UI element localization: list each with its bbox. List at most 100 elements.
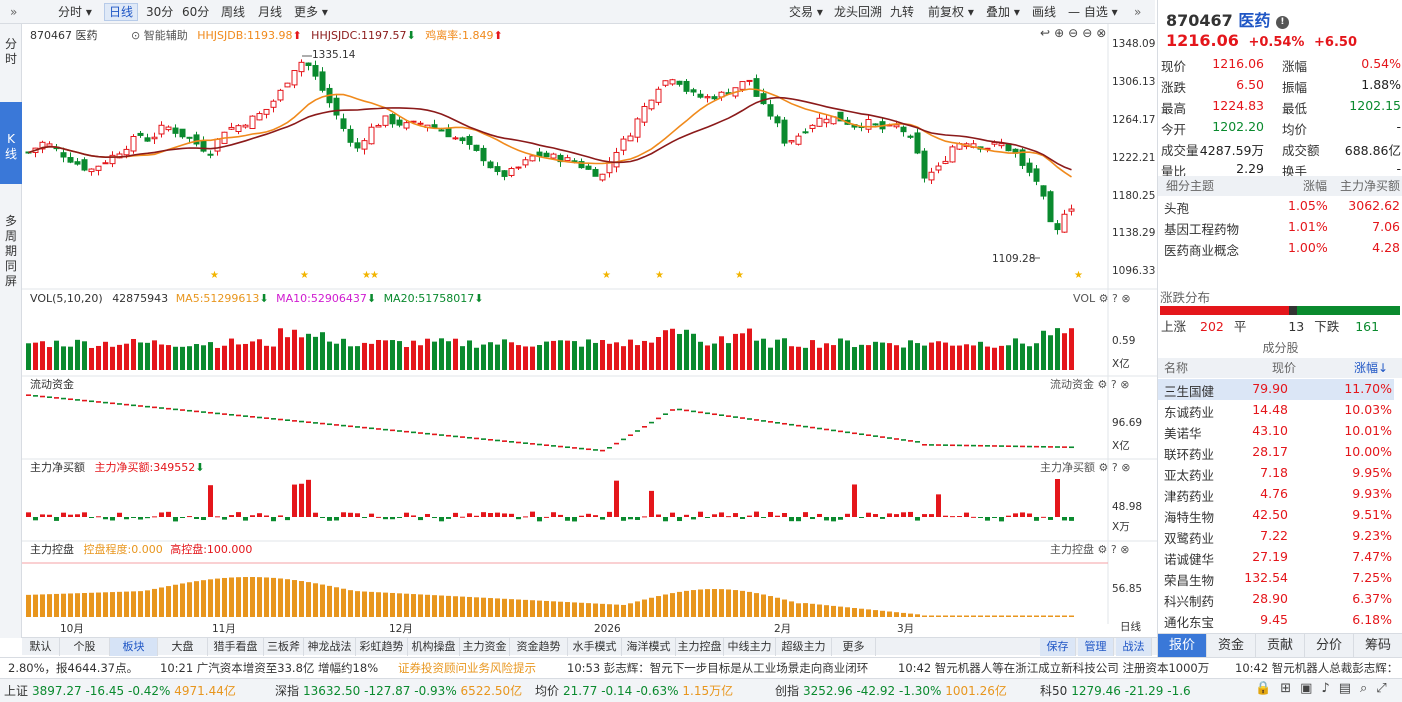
right-tab[interactable]: 分价 [1305,634,1354,657]
indicator-tab[interactable]: 海洋模式 [622,638,676,656]
news-item[interactable]: 10:42 智元机器人总裁彭志辉： [1235,661,1399,675]
flow-tools[interactable]: 流动资金 ⚙ ? ⊗ [1050,376,1129,392]
collapse-right-icon[interactable]: » [1134,5,1142,19]
close-icon[interactable]: ⊗ [1096,26,1111,40]
indicator-tab[interactable]: 三板斧 [264,638,304,656]
period-tab-60min[interactable]: 60分 [182,5,210,19]
lock-icon[interactable]: 🔒 [1255,681,1281,696]
help-icon[interactable]: ? [1110,543,1117,556]
news-item[interactable]: 10:42 智元机器人等在浙江成立新科技公司 注册资本1000万 [898,661,1210,675]
smart-assist-toggle[interactable]: ⊙ 智能辅助 [131,29,188,42]
news-item[interactable]: 2.80%，报4644.37点。 [8,661,139,675]
period-tab-30min[interactable]: 30分 [146,5,174,19]
tab-multi-period[interactable]: 多周期同屏 [0,212,22,292]
constituent-row[interactable]: 科兴制药 28.90 6.37% [1158,589,1394,610]
layout-icon[interactable]: ▣ [1300,681,1322,696]
gear-icon[interactable]: ⚙ [1098,461,1109,474]
indicator-tab[interactable]: 机构操盘 [408,638,460,656]
close-icon[interactable]: ⊗ [1121,292,1131,305]
quote-name[interactable]: 医药 [1238,11,1271,30]
close-icon[interactable]: ⊗ [1120,543,1130,556]
close-icon[interactable]: ⊗ [1120,378,1130,391]
close-icon[interactable]: ⊗ [1121,461,1131,474]
help-icon[interactable]: ? [1111,461,1118,474]
panel-action-button[interactable]: 保存 [1040,638,1076,656]
chart-icon[interactable]: ▤ [1338,681,1360,696]
expand-icon[interactable]: ⤢ [1376,681,1396,696]
dragon-backtrack-button[interactable]: 龙头回溯 [834,5,883,19]
constituent-row[interactable]: 联环药业 28.17 10.00% [1158,442,1394,463]
nine-turn-button[interactable]: 九转 [890,5,915,19]
cons-col-name[interactable]: 名称 [1164,361,1189,375]
grid-icon[interactable]: ⊞ [1280,681,1301,696]
indicator-tab[interactable]: 主力控盘 [676,638,724,656]
panel-action-button[interactable]: 管理 [1078,638,1114,656]
period-tab-fenshi[interactable]: 分时 ▾ [58,5,92,19]
index-item[interactable]: 均价 21.77 -0.14 -0.63% 1.15万亿 [535,679,733,702]
right-tab[interactable]: 贡献 [1256,634,1305,657]
search-icon[interactable]: ⌕ [1359,681,1377,696]
back-icon[interactable]: ↩ [1040,26,1055,40]
panel-action-button[interactable]: 战法 [1116,638,1152,656]
cons-col-price[interactable]: 现价 [1272,361,1297,375]
constituent-row[interactable]: 海特生物 42.50 9.51% [1158,505,1394,526]
period-tab-daily[interactable]: 日线 [104,3,139,21]
bell-icon[interactable]: ♪ [1321,681,1339,696]
constituent-row[interactable]: 荣昌生物 132.54 7.25% [1158,568,1394,589]
constituent-row[interactable]: 双鹭药业 7.22 9.23% [1158,526,1394,547]
indicator-tab[interactable]: 大盘 [158,638,208,656]
indicator-tab[interactable]: 水手模式 [568,638,622,656]
indicator-tab[interactable]: 彩虹趋势 [356,638,408,656]
minimize-icon[interactable]: ⊖ [1082,26,1097,40]
vol-tools[interactable]: VOL ⚙ ? ⊗ [1073,292,1131,305]
indicator-tab[interactable]: 猎手看盘 [208,638,264,656]
right-tab[interactable]: 筹码 [1354,634,1402,657]
kline-chart[interactable]: ★ ★ ★ ★ ★ ★ ★ ★ 1348.09 1306.13 1264.17 1222.21… [22,24,1157,637]
ctrl-tools[interactable]: 主力控盘 ⚙ ? ⊗ [1050,541,1129,557]
overlay-button[interactable]: 叠加 ▾ [986,5,1020,19]
gear-icon[interactable]: ⚙ [1098,292,1109,305]
watchlist-button[interactable]: — 自选 ▾ [1068,5,1118,19]
cons-col-pct[interactable]: 涨幅↓ [1354,358,1388,378]
index-item[interactable]: 科50 1279.46 -21.29 -1.6 [1040,679,1191,702]
net-tools[interactable]: 主力净买额 ⚙ ? ⊗ [1040,459,1130,475]
news-item[interactable]: 10:53 彭志辉：智元下一步目标是从工业场景走向商业闭环 [567,661,869,675]
tab-kline[interactable]: K线 [0,102,22,184]
constituent-row[interactable]: 津药药业 4.76 9.93% [1158,484,1394,505]
collapse-left-icon[interactable]: » [10,5,18,19]
news-item[interactable]: 证券投资顾问业务风险提示 [398,661,536,675]
help-icon[interactable]: ? [1110,378,1117,391]
info-icon[interactable]: ! [1275,16,1289,29]
chart-tools[interactable]: ↩⊕⊖⊖⊗ [1040,26,1110,40]
indicator-tab[interactable]: 板块 [110,638,158,656]
constituent-row[interactable]: 三生国健 79.90 11.70% [1158,379,1394,400]
news-item[interactable]: 10:21 广汽资本增资至33.8亿 增幅约18% [160,661,379,675]
constituent-row[interactable]: 诺诚健华 27.19 7.47% [1158,547,1394,568]
indicator-tab[interactable]: 主力资金 [460,638,510,656]
indicator-tab[interactable]: 个股 [60,638,110,656]
indicator-tab[interactable]: 默认 [22,638,60,656]
zoom-in-icon[interactable]: ⊕ [1054,26,1069,40]
trade-button[interactable]: 交易 ▾ [789,5,823,19]
gear-icon[interactable]: ⚙ [1097,543,1108,556]
indicator-tab[interactable]: 超级主力 [776,638,832,656]
indicator-tab[interactable]: 中线主力 [724,638,776,656]
indicator-tab[interactable]: 资金趋势 [510,638,568,656]
gear-icon[interactable]: ⚙ [1097,378,1108,391]
constituent-row[interactable]: 通化东宝 9.45 6.18% [1158,610,1394,631]
constituent-row[interactable]: 东诚药业 14.48 10.03% [1158,400,1394,421]
constituent-row[interactable]: 亚太药业 7.18 9.95% [1158,463,1394,484]
help-icon[interactable]: ? [1112,292,1118,305]
right-tab[interactable]: 报价 [1158,634,1207,657]
index-item[interactable]: 创指 3252.96 -42.92 -1.30% 1001.26亿 [775,679,1007,702]
indicator-tab[interactable]: 神龙战法 [304,638,356,656]
constituent-row[interactable]: 美诺华 43.10 10.01% [1158,421,1394,442]
indicator-tab[interactable]: 更多 [832,638,876,656]
period-tab-more[interactable]: 更多 ▾ [294,5,328,19]
right-tab[interactable]: 资金 [1207,634,1256,657]
index-item[interactable]: 上证 3897.27 -16.45 -0.42% 4971.44亿 [4,679,236,702]
draw-button[interactable]: 画线 [1032,5,1057,19]
zoom-out-icon[interactable]: ⊖ [1068,26,1083,40]
tab-fenshi[interactable]: 分时 [0,34,22,70]
adjust-button[interactable]: 前复权 ▾ [928,5,974,19]
